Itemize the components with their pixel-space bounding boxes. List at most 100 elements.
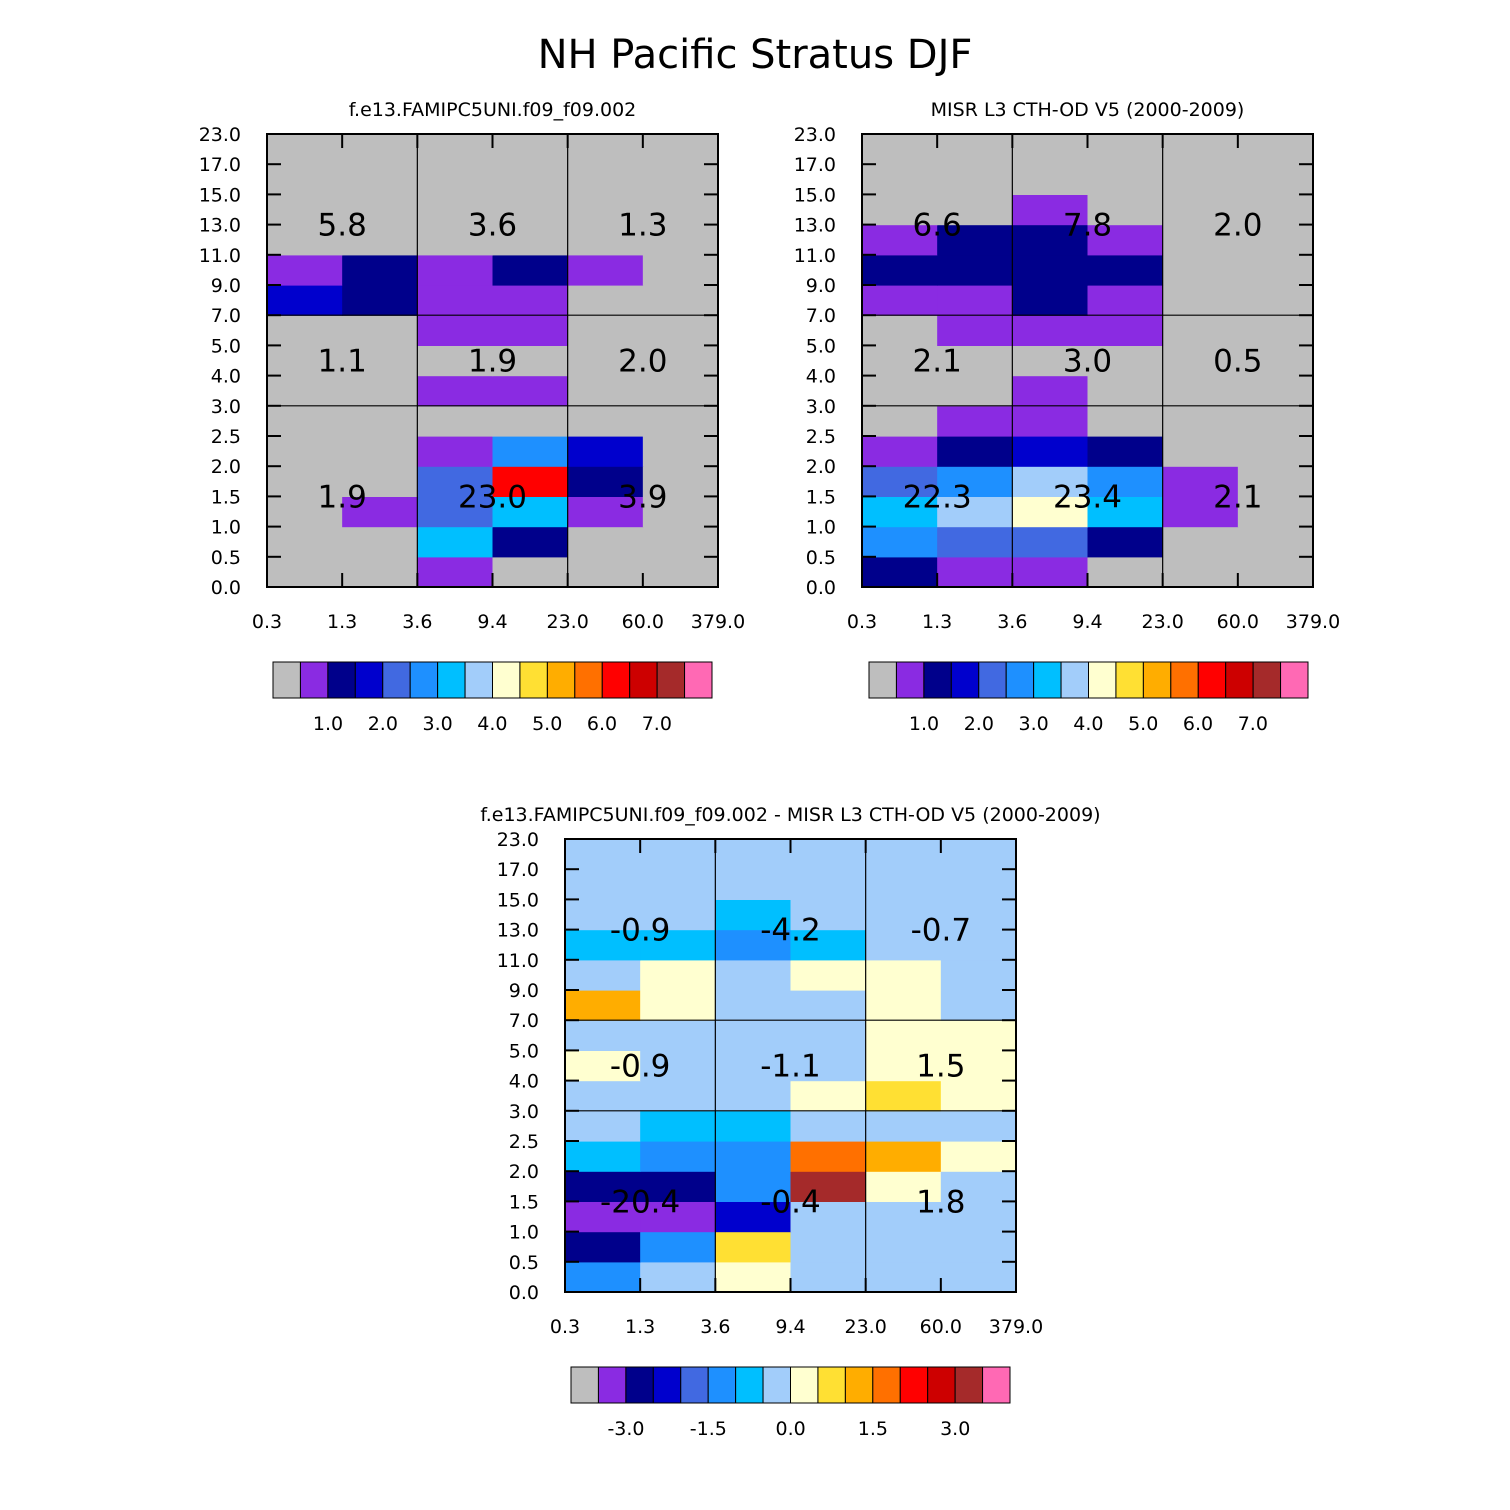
heatmap-cell — [940, 899, 1017, 931]
heatmap-cell — [865, 1171, 942, 1202]
heatmap-cell — [790, 1050, 867, 1082]
heatmap-cell — [565, 1110, 641, 1142]
heatmap-cell — [417, 194, 494, 226]
colorbar-swatch — [950, 661, 980, 699]
heatmap-cell — [640, 929, 716, 961]
heatmap-cell — [1162, 254, 1239, 286]
heatmap-cell — [1087, 556, 1164, 588]
colorbar-swatch — [492, 661, 521, 699]
colorbar-swatch — [1005, 661, 1035, 699]
colorbar-label: 5.0 — [1128, 713, 1158, 735]
heatmap-cell — [715, 1201, 792, 1233]
heatmap-cell — [715, 1080, 792, 1112]
colorbar-label: 2.0 — [964, 713, 994, 735]
group-sum-label: 0.5 — [1213, 344, 1262, 380]
heatmap-cell — [940, 990, 1017, 1021]
heatmap-cell — [865, 869, 942, 900]
y-tick-label: 5.0 — [806, 335, 836, 357]
y-tick-label: 2.0 — [211, 456, 241, 478]
heatmap-cell — [865, 1201, 942, 1233]
y-tick-label: 23.0 — [497, 829, 539, 851]
heatmap-cell — [267, 466, 343, 497]
x-tick-label: 60.0 — [622, 611, 664, 633]
heatmap-cell — [417, 315, 494, 346]
heatmap-cell — [862, 285, 938, 316]
heatmap-cell — [640, 839, 716, 870]
heatmap-cell — [790, 1261, 867, 1293]
y-tick-label: 13.0 — [199, 215, 241, 237]
heatmap-cell — [567, 375, 644, 407]
colorbar-label: 2.0 — [368, 713, 398, 735]
heatmap-cell — [1012, 254, 1089, 286]
y-tick-label: 3.0 — [211, 396, 241, 418]
heatmap-cell — [642, 285, 719, 316]
heatmap-cell — [642, 134, 719, 165]
heatmap-cell — [715, 1050, 792, 1082]
heatmap-cell — [342, 254, 418, 286]
colorbar-label: -3.0 — [607, 1418, 644, 1440]
y-tick-label: 4.0 — [806, 366, 836, 388]
group-sum-label: 1.5 — [916, 1049, 965, 1085]
heatmap-cell — [342, 164, 418, 195]
y-tick-label: 11.0 — [794, 245, 836, 267]
y-tick-label: 9.0 — [211, 275, 241, 297]
colorbar: 1.0 2.0 3.0 4.0 5.0 6.0 7.0 — [868, 661, 1309, 735]
heatmap-cell — [1237, 224, 1314, 256]
heatmap-cell — [1237, 194, 1314, 226]
heatmap-cell — [937, 134, 1013, 165]
heatmap-cell — [1012, 496, 1089, 528]
y-tick-label: 7.0 — [509, 1010, 539, 1032]
colorbar-label: 7.0 — [1238, 713, 1268, 735]
heatmap-cell — [790, 899, 867, 931]
heatmap-cell — [567, 315, 644, 346]
heatmap-cell — [565, 869, 641, 900]
heatmap-cell — [565, 839, 641, 870]
heatmap-cell — [567, 164, 644, 195]
heatmap-cell — [417, 526, 494, 558]
heatmap-cell — [937, 224, 1013, 256]
heatmap-cell — [1162, 224, 1239, 256]
colorbar-label: 7.0 — [642, 713, 672, 735]
colorbar-swatch — [895, 661, 925, 699]
colorbar-label: 4.0 — [1073, 713, 1103, 735]
panel-2: MISR L3 CTH-OD V5 (2000-2009) 22.3 23.4 2.1… — [794, 99, 1341, 735]
y-tick-label: 0.0 — [211, 577, 241, 599]
heatmap-cell — [937, 405, 1013, 437]
x-tick-label: 379.0 — [691, 611, 745, 633]
colorbar-swatch — [570, 1366, 599, 1404]
colorbar-swatch — [629, 661, 658, 699]
heatmap-cell — [267, 375, 343, 407]
heatmap-cell — [790, 990, 867, 1021]
group-sum-label: 23.0 — [458, 479, 527, 515]
heatmap-cell — [492, 466, 569, 497]
heatmap-cell — [642, 375, 719, 407]
colorbar-swatch — [1170, 661, 1199, 699]
heatmap-cell — [342, 466, 418, 497]
heatmap-cell — [715, 1141, 792, 1172]
heatmap-cell — [865, 899, 942, 931]
y-tick-label: 9.0 — [509, 980, 539, 1002]
heatmap-cell — [790, 929, 867, 961]
heatmap-cell — [565, 1020, 641, 1051]
heatmap-cell — [1087, 285, 1164, 316]
heatmap-cell — [565, 990, 641, 1021]
heatmap-cell — [640, 899, 716, 931]
heatmap-cell — [342, 375, 418, 407]
y-tick-label: 1.0 — [211, 517, 241, 539]
x-tick-label: 1.3 — [625, 1316, 655, 1338]
y-tick-label: 13.0 — [794, 215, 836, 237]
heatmap-cell — [565, 1261, 641, 1293]
x-tick-label: 0.3 — [847, 611, 877, 633]
heatmap-cell — [937, 194, 1013, 226]
heatmap-cell — [862, 315, 938, 346]
colorbar-swatch — [601, 661, 631, 699]
colorbar-label: 1.5 — [858, 1418, 888, 1440]
heatmap-cell — [417, 496, 494, 528]
group-sum-label: -4.2 — [760, 913, 821, 949]
x-tick-label: 1.3 — [327, 611, 357, 633]
heatmap-cell — [865, 839, 942, 870]
heatmap-cell — [342, 345, 418, 377]
heatmap-cell — [642, 556, 719, 588]
heatmap-cell — [567, 405, 644, 437]
heatmap-cell — [417, 224, 494, 256]
